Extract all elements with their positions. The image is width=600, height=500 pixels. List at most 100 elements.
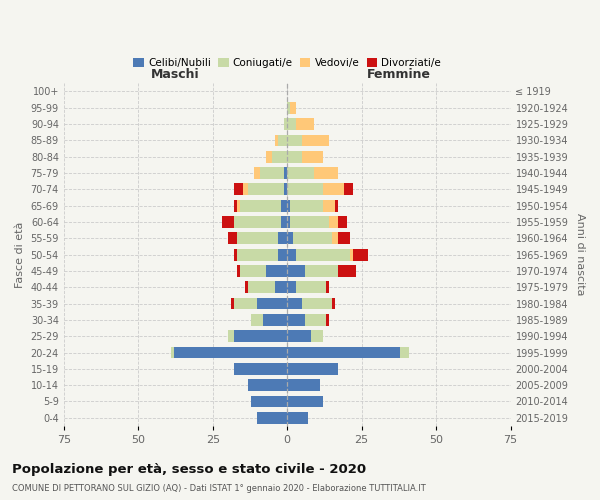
Bar [311, 330, 323, 342]
Bar [266, 151, 272, 162]
Bar [287, 282, 296, 293]
Bar [275, 282, 287, 293]
Bar [174, 346, 287, 358]
Bar [338, 232, 350, 244]
Bar [257, 298, 287, 310]
Bar [239, 200, 281, 211]
Bar [400, 346, 409, 358]
Bar [227, 330, 233, 342]
Bar [287, 298, 302, 310]
Bar [284, 167, 287, 179]
Bar [305, 265, 338, 277]
Bar [326, 282, 329, 293]
Bar [284, 184, 287, 195]
Bar [296, 118, 314, 130]
Bar [236, 232, 278, 244]
Bar [332, 298, 335, 310]
Bar [314, 167, 338, 179]
Bar [350, 249, 353, 260]
Bar [227, 232, 236, 244]
Bar [171, 346, 174, 358]
Bar [287, 396, 323, 407]
Bar [233, 330, 287, 342]
Bar [236, 249, 278, 260]
Bar [275, 134, 278, 146]
Text: Maschi: Maschi [151, 68, 200, 81]
Text: Popolazione per età, sesso e stato civile - 2020: Popolazione per età, sesso e stato civil… [12, 462, 366, 475]
Bar [257, 412, 287, 424]
Bar [353, 249, 368, 260]
Bar [284, 118, 287, 130]
Bar [287, 151, 302, 162]
Bar [251, 314, 263, 326]
Legend: Celibi/Nubili, Coniugati/e, Vedovi/e, Divorziati/e: Celibi/Nubili, Coniugati/e, Vedovi/e, Di… [129, 54, 445, 72]
Bar [296, 282, 326, 293]
Bar [248, 282, 275, 293]
Bar [287, 265, 305, 277]
Bar [221, 216, 233, 228]
Bar [281, 200, 287, 211]
Bar [287, 167, 314, 179]
Bar [338, 216, 347, 228]
Bar [287, 330, 311, 342]
Bar [290, 216, 329, 228]
Y-axis label: Fasce di età: Fasce di età [15, 222, 25, 288]
Text: Femmine: Femmine [367, 68, 431, 81]
Bar [290, 200, 323, 211]
Bar [332, 232, 338, 244]
Bar [338, 265, 356, 277]
Bar [290, 102, 296, 114]
Bar [251, 396, 287, 407]
Bar [254, 167, 260, 179]
Bar [281, 216, 287, 228]
Bar [302, 134, 329, 146]
Bar [287, 184, 323, 195]
Bar [278, 249, 287, 260]
Text: COMUNE DI PETTORANO SUL GIZIO (AQ) - Dati ISTAT 1° gennaio 2020 - Elaborazione T: COMUNE DI PETTORANO SUL GIZIO (AQ) - Dat… [12, 484, 426, 493]
Bar [287, 380, 320, 391]
Bar [263, 314, 287, 326]
Bar [287, 314, 305, 326]
Bar [239, 265, 266, 277]
Bar [326, 314, 329, 326]
Bar [272, 151, 287, 162]
Bar [302, 298, 332, 310]
Bar [302, 151, 323, 162]
Bar [293, 232, 332, 244]
Bar [248, 184, 284, 195]
Bar [344, 184, 353, 195]
Bar [305, 314, 326, 326]
Bar [287, 102, 290, 114]
Bar [287, 216, 290, 228]
Bar [287, 200, 290, 211]
Bar [233, 363, 287, 374]
Bar [233, 298, 257, 310]
Bar [323, 200, 335, 211]
Bar [230, 298, 233, 310]
Y-axis label: Anni di nascita: Anni di nascita [575, 214, 585, 296]
Bar [287, 346, 400, 358]
Bar [233, 216, 281, 228]
Bar [236, 200, 239, 211]
Bar [233, 249, 236, 260]
Bar [242, 184, 248, 195]
Bar [329, 216, 338, 228]
Bar [278, 134, 287, 146]
Bar [248, 380, 287, 391]
Bar [335, 200, 338, 211]
Bar [287, 249, 296, 260]
Bar [287, 412, 308, 424]
Bar [236, 265, 239, 277]
Bar [287, 134, 302, 146]
Bar [233, 200, 236, 211]
Bar [287, 232, 293, 244]
Bar [287, 363, 338, 374]
Bar [260, 167, 284, 179]
Bar [233, 184, 242, 195]
Bar [287, 118, 296, 130]
Bar [296, 249, 350, 260]
Bar [278, 232, 287, 244]
Bar [266, 265, 287, 277]
Bar [323, 184, 344, 195]
Bar [245, 282, 248, 293]
